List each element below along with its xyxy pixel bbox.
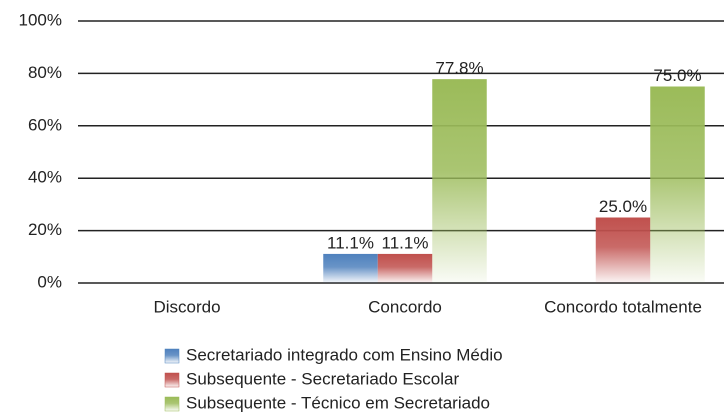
legend-label: Subsequente - Secretariado Escolar [186, 369, 459, 388]
data-label: 11.1% [327, 233, 374, 252]
y-tick-label: 60% [28, 115, 62, 134]
bar [595, 217, 651, 283]
bar [650, 86, 705, 283]
y-tick-label: 0% [37, 272, 62, 291]
legend-label: Subsequente - Técnico em Secretariado [186, 393, 490, 412]
data-label: 11.1% [382, 233, 429, 252]
data-label: 77.8% [435, 59, 483, 78]
x-tick-label: Discordo [153, 297, 220, 316]
y-tick-label: 20% [28, 220, 62, 239]
legend-swatch [164, 372, 180, 388]
y-tick-label: 40% [28, 168, 62, 187]
x-tick-label: Concordo totalmente [544, 297, 702, 316]
bar [323, 253, 378, 283]
y-tick-label: 80% [28, 63, 62, 82]
x-tick-label: Concordo [368, 297, 442, 316]
bar [377, 253, 433, 283]
data-label: 25.0% [599, 197, 647, 216]
legend-swatch [164, 348, 180, 364]
legend-swatch [164, 396, 180, 412]
bar [432, 79, 487, 283]
data-label: 75.0% [653, 66, 701, 85]
legend-label: Secretariado integrado com Ensino Médio [186, 345, 503, 364]
y-tick-label: 100% [19, 10, 62, 29]
